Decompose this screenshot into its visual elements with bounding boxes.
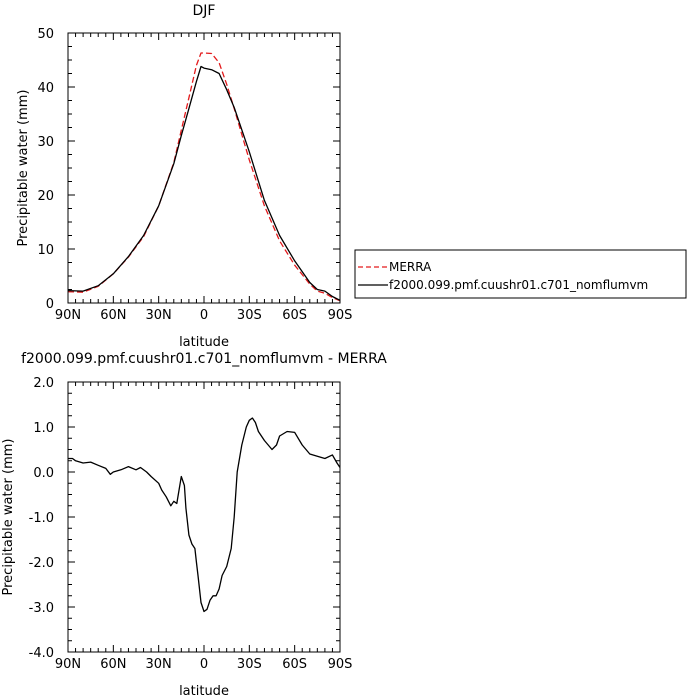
bottom-series-line-difference [68,417,341,613]
bottom-x-tick-label: 30S [237,657,262,672]
legend-label-merra: MERRA [389,260,432,274]
top-x-tick-label: 30S [237,308,262,323]
bottom-axis-ticks: 90N 60N 30N 0 30S 60S 90S -4.0 -3.0 -2.0 -1.0 0.0 1.… [29,376,353,672]
bottom-y-tick-label: -1.0 [29,511,54,526]
bottom-chart-title: f2000.099.pmf.cuushr01.c701_nomflumvm - … [21,351,387,367]
bottom-x-tick-label: 60N [100,657,126,672]
bottom-x-tick-label: 60S [282,657,307,672]
top-y-tick-label: 30 [37,135,54,150]
bottom-panel: f2000.099.pmf.cuushr01.c701_nomflumvm - … [1,351,387,699]
bottom-y-tick-label: -3.0 [29,601,54,616]
top-series-line-f2000 [67,65,341,301]
top-plot-frame [67,32,341,304]
bottom-plot-frame [67,381,341,653]
bottom-x-tick-label: 90S [328,657,353,672]
bottom-y-tick-label: -4.0 [29,646,54,661]
top-chart-title: DJF [193,3,216,19]
bottom-y-tick-label: 0.0 [33,466,54,481]
legend: MERRA f2000.099.pmf.cuushr01.c701_nomflu… [354,249,687,299]
bottom-x-axis-label: latitude [179,684,229,699]
top-y-axis-label: Precipitable water (mm) [16,90,31,247]
legend-label-model: f2000.099.pmf.cuushr01.c701_nomflumvm [389,278,648,292]
top-x-tick-label: 60S [282,308,307,323]
top-y-tick-label: 40 [37,81,54,96]
bottom-x-tick-label: 90N [55,657,81,672]
legend-box [354,249,687,299]
top-series-line-merra [67,52,341,302]
bottom-y-axis-label: Precipitable water (mm) [1,439,16,596]
bottom-x-tick-label: 30N [146,657,172,672]
bottom-y-tick-label: -2.0 [29,556,54,571]
bottom-x-tick-label: 0 [200,657,208,672]
top-x-axis-label: latitude [179,335,229,350]
top-y-tick-label: 50 [37,27,54,42]
top-x-tick-label: 0 [200,308,208,323]
top-panel: DJF 90N 60N 30N 0 30S 60S 90S 0 10 20 30 40 50 latit… [16,3,352,350]
top-x-tick-label: 90N [55,308,81,323]
top-axis-ticks: 90N 60N 30N 0 30S 60S 90S 0 10 20 30 40 50 [37,27,352,323]
top-y-tick-label: 20 [37,189,54,204]
top-series-lines [67,52,341,302]
top-x-tick-label: 30N [146,308,172,323]
bottom-series-lines [68,417,341,613]
bottom-y-tick-label: 1.0 [33,421,54,436]
bottom-y-tick-label: 2.0 [33,376,54,391]
top-x-tick-label: 60N [100,308,126,323]
top-x-tick-label: 90S [328,308,353,323]
top-y-tick-label: 0 [46,297,54,312]
top-y-tick-label: 10 [37,243,54,258]
